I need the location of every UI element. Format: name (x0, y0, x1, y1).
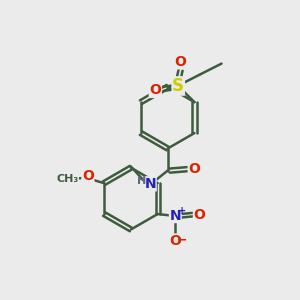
Text: O: O (82, 169, 94, 183)
Text: +: + (178, 206, 186, 215)
Text: CH₃: CH₃ (56, 174, 78, 184)
Text: O: O (188, 162, 200, 176)
Text: N: N (169, 208, 181, 223)
Text: O: O (175, 55, 187, 69)
Text: H: H (136, 176, 146, 186)
Text: O: O (169, 234, 181, 248)
Text: O: O (194, 208, 206, 222)
Text: −: − (177, 233, 187, 246)
Text: N: N (145, 177, 156, 191)
Text: O: O (149, 83, 161, 98)
Text: S: S (172, 77, 184, 95)
